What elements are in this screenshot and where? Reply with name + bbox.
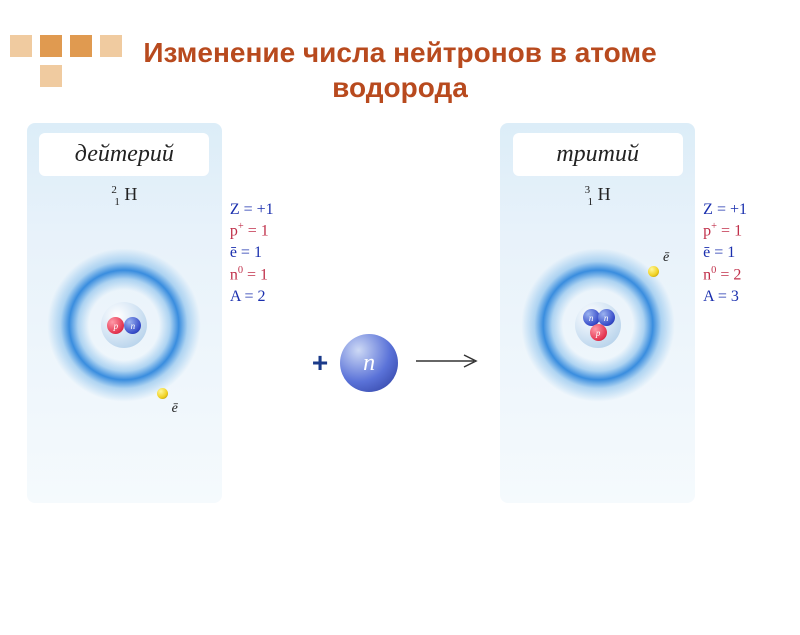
tritium-symbol: 3 1 H <box>510 184 685 208</box>
main-row: дейтерий 2 1 H p n ē Z = +1p+ = 1ē = 1n0… <box>0 123 800 503</box>
arrow-icon <box>414 351 484 376</box>
deco-sq <box>100 35 122 57</box>
property-line: ē = 1 <box>703 242 773 264</box>
title-line-2: водорода <box>332 72 468 103</box>
deuterium-symbol: 2 1 H <box>37 184 212 208</box>
plus-sign: + <box>312 347 328 379</box>
deco-sq <box>40 65 62 87</box>
property-line: n0 = 2 <box>703 264 773 286</box>
deco-sq <box>40 35 62 57</box>
deco-svg <box>0 35 180 95</box>
tritium-atom: n n p ē <box>510 238 685 413</box>
corner-decoration <box>0 35 180 100</box>
electron <box>648 266 659 277</box>
property-line: A = 2 <box>230 286 300 308</box>
property-line: Z = +1 <box>703 199 773 221</box>
neutron-particle: n <box>124 317 141 334</box>
property-line: p+ = 1 <box>703 220 773 242</box>
element-symbol: H <box>124 184 137 204</box>
property-line: Z = +1 <box>230 199 300 221</box>
deuterium-label: дейтерий <box>39 133 209 176</box>
deuterium-panel: дейтерий 2 1 H p n ē <box>27 123 222 503</box>
nucleus: p n <box>101 302 147 348</box>
deco-sq <box>10 35 32 57</box>
element-symbol: H <box>598 184 611 204</box>
mass-number: 3 <box>585 184 591 196</box>
tritium-properties: Z = +1p+ = 1ē = 1n0 = 2A = 3 <box>703 199 773 308</box>
tritium-panel: тритий 3 1 H n n p ē <box>500 123 695 503</box>
atomic-number: 1 <box>588 196 594 208</box>
tritium-label: тритий <box>513 133 683 176</box>
nucleus: n n p <box>575 302 621 348</box>
proton-particle: p <box>107 317 124 334</box>
electron-label: ē <box>663 250 669 266</box>
free-neutron: n <box>340 334 398 392</box>
electron-label: ē <box>172 401 178 417</box>
electron <box>157 388 168 399</box>
property-line: A = 3 <box>703 286 773 308</box>
proton-particle: p <box>590 324 607 341</box>
property-line: ē = 1 <box>230 242 300 264</box>
deco-sq <box>70 35 92 57</box>
property-line: p+ = 1 <box>230 220 300 242</box>
mass-number: 2 <box>111 184 117 196</box>
deuterium-properties: Z = +1p+ = 1ē = 1n0 = 1A = 2 <box>230 199 300 308</box>
property-line: n0 = 1 <box>230 264 300 286</box>
deuterium-atom: p n ē <box>37 238 212 413</box>
atomic-number: 1 <box>114 196 120 208</box>
title-line-1: Изменение числа нейтронов в атоме <box>143 37 656 68</box>
